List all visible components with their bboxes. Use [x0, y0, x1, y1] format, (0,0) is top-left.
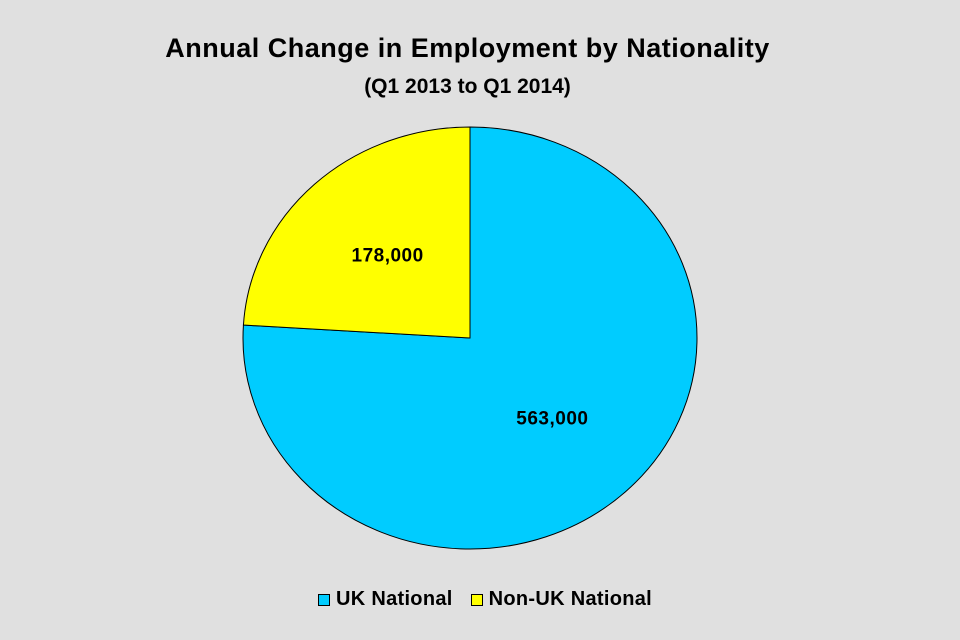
legend-swatch-non-uk-national	[470, 593, 483, 606]
pie-slice-uk-national	[242, 126, 698, 550]
legend-swatch-uk-national	[317, 593, 330, 606]
pie-slice-non-uk-national	[242, 126, 471, 339]
data-label-non-uk-national: 178,000	[352, 246, 424, 267]
legend-label-non-uk-national: Non-UK National	[488, 588, 653, 610]
legend-entry-non-uk-national: Non-UK National	[470, 588, 653, 611]
legend: UK National Non-UK National	[0, 588, 960, 611]
legend-entry-uk-national: UK National	[317, 588, 453, 611]
legend-label-uk-national: UK National	[335, 588, 453, 610]
chart-title: Annual Change in Employment by Nationali…	[165, 33, 770, 63]
data-label-uk-national: 563,000	[516, 409, 588, 430]
chart-subtitle: (Q1 2013 to Q1 2014)	[364, 75, 571, 98]
